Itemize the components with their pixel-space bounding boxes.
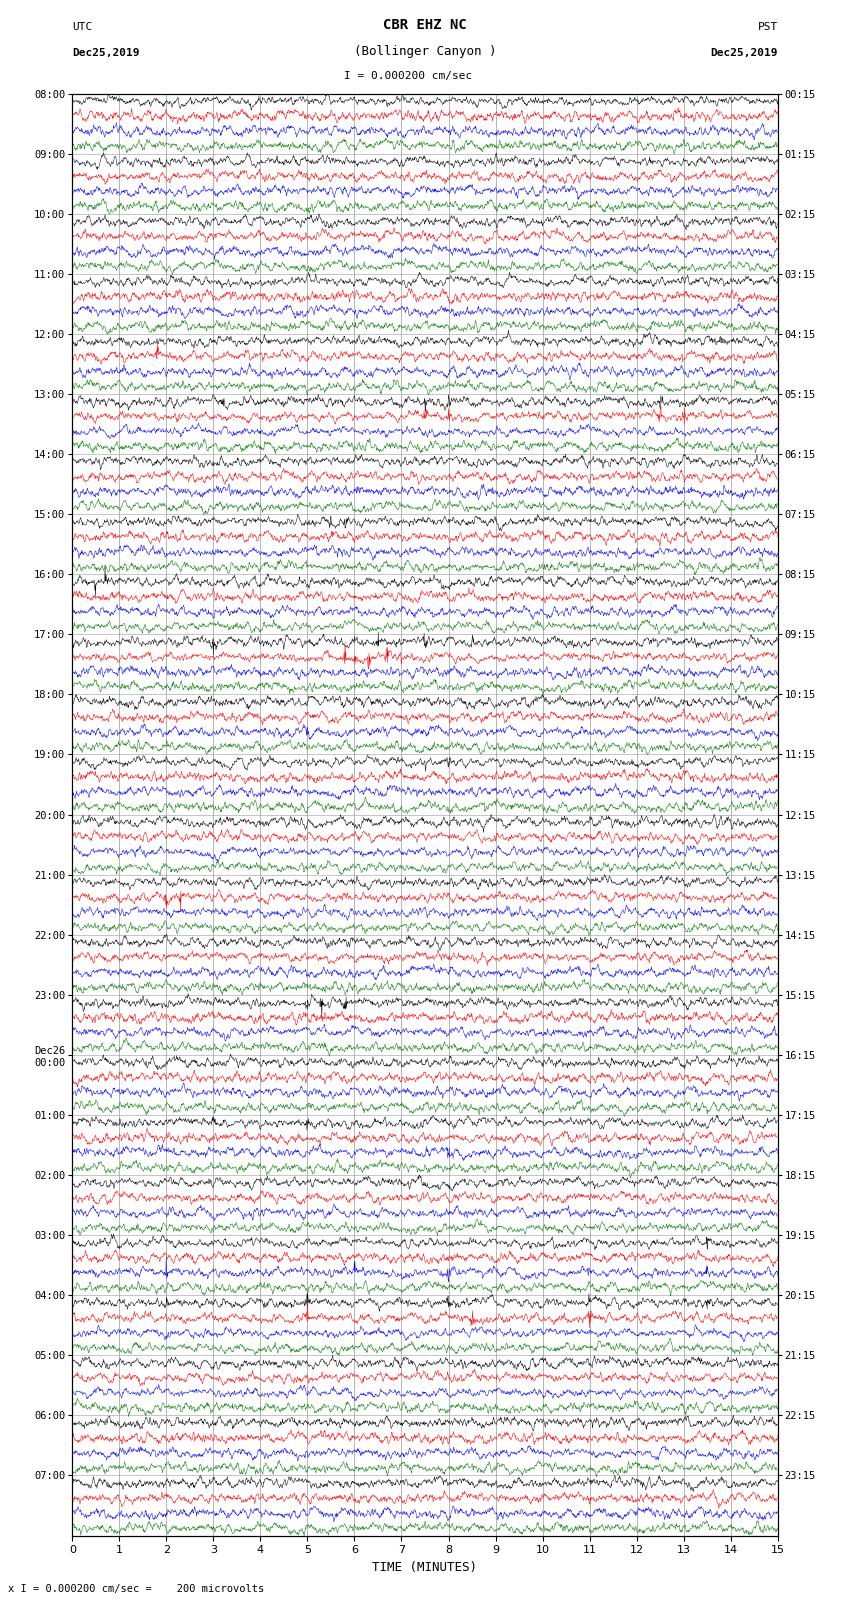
Text: CBR EHZ NC: CBR EHZ NC [383, 18, 467, 32]
Text: Dec25,2019: Dec25,2019 [711, 48, 778, 58]
Text: x I = 0.000200 cm/sec =    200 microvolts: x I = 0.000200 cm/sec = 200 microvolts [8, 1584, 264, 1594]
Text: I = 0.000200 cm/sec: I = 0.000200 cm/sec [344, 71, 472, 81]
X-axis label: TIME (MINUTES): TIME (MINUTES) [372, 1561, 478, 1574]
Text: Dec25,2019: Dec25,2019 [72, 48, 139, 58]
Text: (Bollinger Canyon ): (Bollinger Canyon ) [354, 45, 496, 58]
Text: UTC: UTC [72, 23, 93, 32]
Text: PST: PST [757, 23, 778, 32]
